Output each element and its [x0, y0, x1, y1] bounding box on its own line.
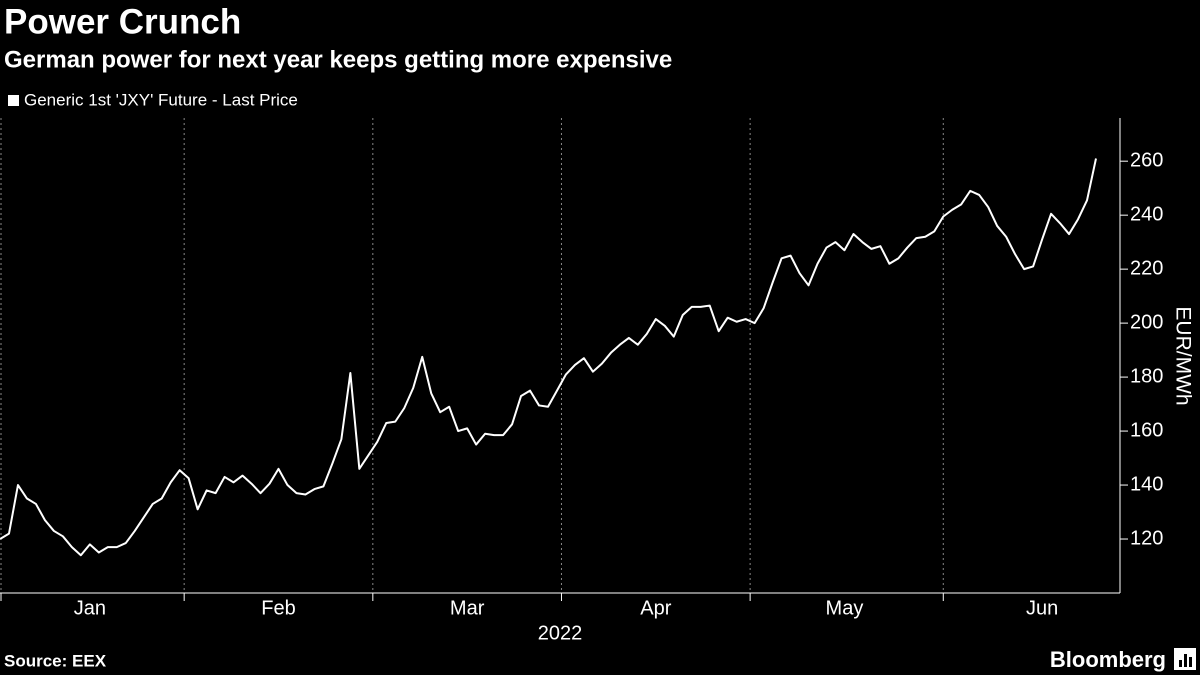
x-tick-label: Apr: [640, 597, 671, 619]
y-tick-label: 200: [1130, 311, 1163, 333]
brand: Bloomberg: [1050, 647, 1166, 672]
x-tick-label: Jun: [1026, 597, 1058, 619]
y-tick-label: 260: [1130, 149, 1163, 171]
chart-subtitle: German power for next year keeps getting…: [4, 46, 672, 73]
y-axis-label: EUR/MWh: [1171, 306, 1194, 405]
x-tick-label: Jan: [74, 597, 106, 619]
y-tick-label: 240: [1130, 203, 1163, 225]
y-tick-label: 160: [1130, 419, 1163, 441]
chart-title: Power Crunch: [4, 2, 241, 41]
y-tick-label: 140: [1130, 473, 1163, 495]
y-tick-label: 180: [1130, 365, 1163, 387]
source: Source: EEX: [4, 651, 107, 670]
y-tick-label: 220: [1130, 257, 1163, 279]
brand-icon: [1174, 648, 1196, 670]
x-axis-label: 2022: [538, 622, 583, 644]
x-tick-label: Mar: [450, 597, 485, 619]
x-tick-label: Feb: [261, 597, 295, 619]
legend-label: Generic 1st 'JXY' Future - Last Price: [24, 90, 298, 109]
x-tick-label: May: [826, 597, 864, 619]
y-tick-label: 120: [1130, 527, 1163, 549]
legend-swatch: [8, 95, 19, 106]
price-line: [0, 158, 1097, 557]
